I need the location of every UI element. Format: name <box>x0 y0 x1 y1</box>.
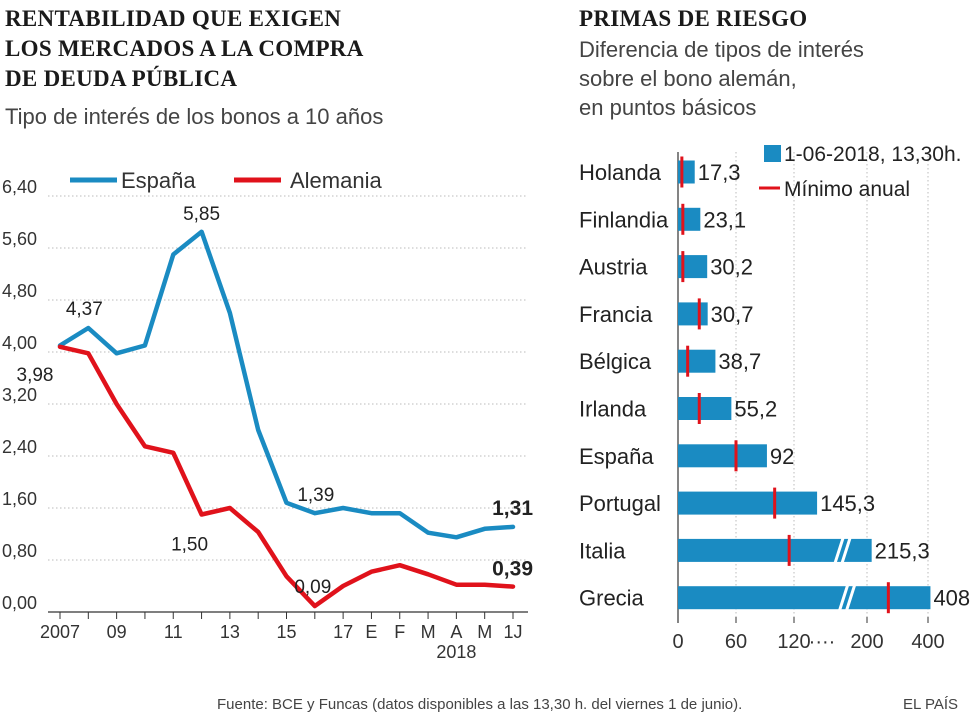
value-label: 17,3 <box>698 160 741 185</box>
legend-min-label: Mínimo anual <box>784 178 910 201</box>
x-tick-label: 17 <box>333 622 353 642</box>
category-label: Bélgica <box>579 349 652 374</box>
x-tick-label: F <box>394 622 405 642</box>
x-tick-label: 15 <box>276 622 296 642</box>
data-label: 3,98 <box>17 365 54 386</box>
y-tick-label: 3,20 <box>2 385 37 405</box>
x-tick-label: M <box>421 622 436 642</box>
y-tick-label: 0,80 <box>2 541 37 561</box>
category-label: Italia <box>579 538 626 563</box>
bar-x-tick-label: 0 <box>672 631 683 653</box>
category-label: Irlanda <box>579 397 647 422</box>
left-chart-subtitle: Tipo de interés de los bonos a 10 años <box>5 104 384 129</box>
y-tick-label: 4,80 <box>2 281 37 301</box>
category-label: Grecia <box>579 586 645 611</box>
bar-break-marker <box>838 584 857 611</box>
bar-break-marker <box>833 537 852 564</box>
x-tick-label: 11 <box>164 622 183 642</box>
category-label: Portugal <box>579 491 661 516</box>
x-tick-label: M <box>477 622 492 642</box>
y-tick-label: 5,60 <box>2 229 37 249</box>
y-tick-label: 2,40 <box>2 437 37 457</box>
value-label: 23,1 <box>703 207 746 232</box>
bar-x-tick-label: 400 <box>911 631 944 653</box>
data-label: 0,09 <box>294 577 331 598</box>
value-label: 145,3 <box>820 491 875 516</box>
x-tick-label: 09 <box>107 622 127 642</box>
bar <box>678 349 716 373</box>
data-label: 5,85 <box>183 204 220 225</box>
category-label: Finlandia <box>579 207 669 232</box>
bar <box>678 397 732 420</box>
x-tick-label: 2007 <box>40 622 80 642</box>
bar-x-tick-label: 60 <box>725 631 747 653</box>
data-label: 0,39 <box>492 558 533 581</box>
value-label: 38,7 <box>718 349 761 374</box>
data-label: 1,31 <box>492 497 533 520</box>
germany-line <box>57 344 516 609</box>
right-chart-title: PRIMAS DE RIESGO <box>579 6 808 31</box>
bar <box>678 302 708 326</box>
brand-label: EL PAÍS <box>903 696 959 713</box>
bar-x-tick-label: ···· <box>809 631 836 653</box>
bar-chart: Holanda 17,3 Finlandia 23,1 Austria 30,2 Franc… <box>579 143 970 653</box>
bar-x-tick-label: 200 <box>850 631 883 653</box>
x-tick-label: 13 <box>220 622 240 642</box>
value-label: 55,2 <box>734 397 777 422</box>
y-tick-label: 1,60 <box>2 489 37 509</box>
category-label: Holanda <box>579 160 662 185</box>
legend-germany-label: Alemania <box>290 168 382 193</box>
x-year-label: 2018 <box>436 642 476 662</box>
y-tick-label: 0,00 <box>2 593 37 613</box>
category-label: Austria <box>579 255 648 280</box>
data-label: 4,37 <box>66 299 103 320</box>
y-tick-label: 6,40 <box>2 177 37 197</box>
category-label: Francia <box>579 302 653 327</box>
data-label: 1,50 <box>171 535 208 556</box>
value-label: 92 <box>770 444 794 469</box>
right-chart-subtitle: Diferencia de tipos de interés sobre el … <box>579 37 864 120</box>
bar-x-tick-label: 120 <box>777 631 810 653</box>
spain-line <box>57 229 516 540</box>
x-tick-label: E <box>365 622 377 642</box>
line-chart: 6,40 5,60 4,80 4,00 3,20 2,40 1,60 0,80 0,002007… <box>2 168 533 662</box>
value-label: 30,2 <box>710 255 753 280</box>
bar <box>678 444 767 468</box>
legend-bar-label: 1-06-2018, 13,30h. <box>784 143 961 166</box>
value-label: 408 <box>933 586 970 611</box>
x-tick-label: 1J <box>503 622 522 642</box>
y-tick-label: 4,00 <box>2 333 37 353</box>
bar <box>678 586 931 610</box>
value-label: 30,7 <box>711 302 754 327</box>
x-tick-label: A <box>450 622 462 642</box>
category-label: España <box>579 444 654 469</box>
source-note: Fuente: BCE y Funcas (datos disponibles … <box>217 696 743 713</box>
bar <box>678 255 708 279</box>
legend-spain-label: España <box>121 168 196 193</box>
bar <box>678 491 818 515</box>
legend-bar-swatch <box>764 145 781 162</box>
value-label: 215,3 <box>875 538 930 563</box>
left-chart-title: RENTABILIDAD QUE EXIGEN LOS MERCADOS A L… <box>5 6 364 91</box>
data-label: 1,39 <box>297 485 334 506</box>
bar <box>678 538 872 562</box>
